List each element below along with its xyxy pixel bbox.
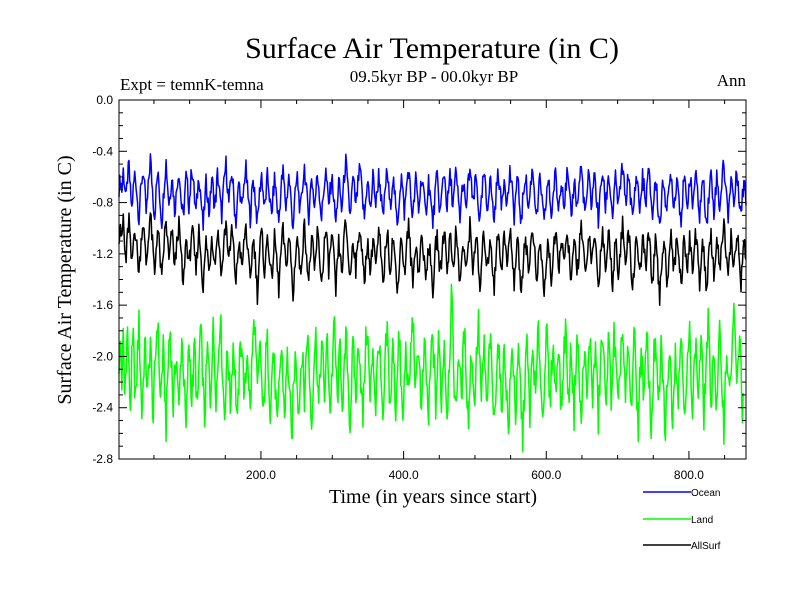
x-tick-label: 600.0	[531, 468, 561, 482]
x-tick-label: 800.0	[674, 468, 704, 482]
expt-label: Expt = temnK-temna	[120, 75, 264, 94]
chart-title: Surface Air Temperature (in C)	[245, 32, 619, 65]
legend: Ocean Land AllSurf	[643, 488, 721, 552]
x-tick-label: 200.0	[246, 468, 276, 482]
y-tick-label: 0.0	[96, 93, 113, 107]
y-tick-label: -1.2	[92, 247, 113, 261]
series-layer	[118, 153, 747, 453]
y-tick-label: -0.8	[92, 196, 113, 210]
legend-label-land: Land	[691, 515, 713, 526]
tick-layer: 0.0 -0.4 -0.8 -1.2 -1.6 -2.0 -2.4 -2.8 200.0 400.…	[92, 93, 746, 482]
x-axis-label: Time (in years since start)	[329, 486, 537, 508]
series-line-land	[118, 283, 744, 453]
legend-label-allsurf: AllSurf	[691, 541, 721, 552]
y-tick-label: -2.0	[92, 349, 113, 363]
y-tick-label: -2.4	[92, 401, 113, 415]
y-tick-label: -1.6	[92, 298, 113, 312]
y-tick-label: -0.4	[92, 144, 113, 158]
series-line-ocean	[118, 153, 747, 231]
legend-label-ocean: Ocean	[691, 488, 720, 499]
y-axis-label: Surface Air Temperature (in C)	[54, 155, 76, 404]
season-label: Ann	[717, 71, 747, 90]
x-tick-label: 400.0	[389, 468, 419, 482]
y-tick-label: -2.8	[92, 452, 113, 466]
chart-subtitle: 09.5kyr BP - 00.0kyr BP	[350, 67, 518, 86]
series-line-allsurf	[118, 212, 747, 306]
